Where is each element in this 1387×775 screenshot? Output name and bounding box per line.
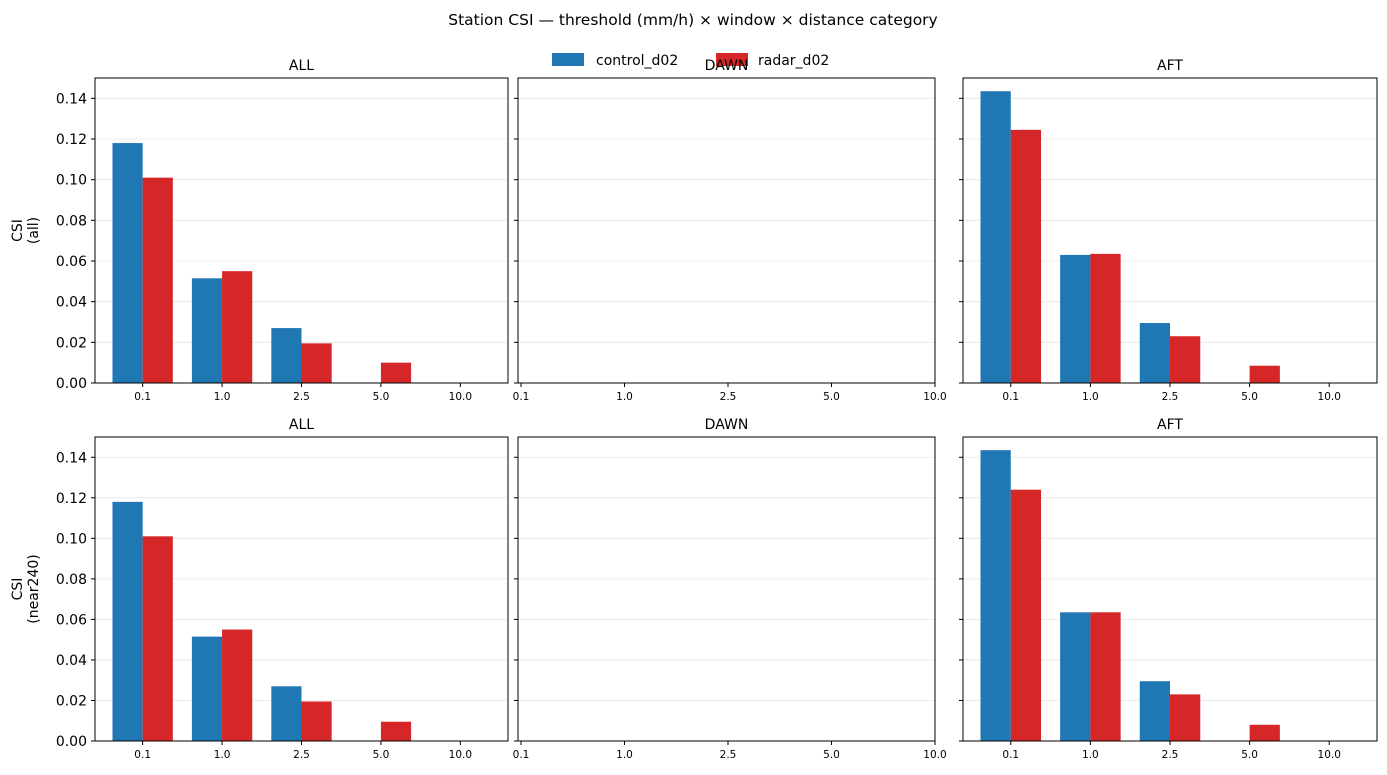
y-tick-label: 0.08 <box>56 213 87 229</box>
bar-radar_d02-2.5 <box>301 343 332 383</box>
y-tick-label: 0.00 <box>56 376 87 392</box>
bar-control_d02-2.5 <box>271 686 302 741</box>
bar-control_d02-1.0 <box>1060 254 1091 383</box>
bar-radar_d02-2.5 <box>301 701 332 741</box>
x-tick-label: 0.1 <box>513 749 530 761</box>
x-tick-label: 1.0 <box>1082 391 1099 403</box>
x-tick-label: 0.1 <box>134 391 151 403</box>
y-tick-label: 0.12 <box>56 132 87 148</box>
x-tick-label: 1.0 <box>214 749 231 761</box>
x-tick-label: 2.5 <box>293 391 310 403</box>
y-tick-label: 0.14 <box>56 91 87 107</box>
x-tick-label: 10.0 <box>923 391 946 403</box>
subplot-title: ALL <box>289 58 314 74</box>
legend: control_d02 radar_d02 <box>552 53 829 69</box>
x-tick-label: 5.0 <box>373 749 390 761</box>
y-tick-label: 0.02 <box>56 693 87 709</box>
legend-label-radar_d02: radar_d02 <box>758 53 829 69</box>
y-tick-label: 0.06 <box>56 612 87 628</box>
bar-control_d02-2.5 <box>271 328 302 383</box>
x-tick-label: 2.5 <box>720 749 737 761</box>
bar-control_d02-1.0 <box>191 636 223 741</box>
legend-label-control_d02: control_d02 <box>596 53 678 69</box>
bar-control_d02-1.0 <box>1060 612 1091 741</box>
y-tick-label: 0.04 <box>56 653 87 669</box>
y-tick-label: 0.04 <box>56 295 87 311</box>
bar-control_d02-1.0 <box>191 278 223 383</box>
x-tick-label: 5.0 <box>823 391 840 403</box>
x-tick-label: 0.1 <box>1002 749 1019 761</box>
legend-swatch-radar_d02 <box>716 53 748 66</box>
subplot-title: ALL <box>289 417 314 433</box>
bar-radar_d02-1.0 <box>222 271 253 383</box>
bar-radar_d02-0.1 <box>1010 489 1042 741</box>
subplot-1-3: 0.1 1.0 2.5 5.0 10.0 AFT <box>959 58 1378 403</box>
x-tick-label: 2.5 <box>720 391 737 403</box>
bar-control_d02-0.1 <box>980 91 1011 383</box>
bar-control_d02-0.1 <box>112 143 143 383</box>
x-tick-label: 2.5 <box>293 749 310 761</box>
x-tick-label: 1.0 <box>616 749 633 761</box>
subplot-title: DAWN <box>705 417 749 433</box>
x-tick-label: 1.0 <box>1082 749 1099 761</box>
bar-control_d02-2.5 <box>1139 323 1170 383</box>
x-tick-label: 10.0 <box>449 391 472 403</box>
x-tick-label: 5.0 <box>373 391 390 403</box>
y-tick-label: 0.14 <box>56 450 87 466</box>
x-tick-label: 10.0 <box>1318 749 1341 761</box>
subplot-title: AFT <box>1157 417 1183 433</box>
bar-radar_d02-5.0 <box>380 721 412 741</box>
y-tick-label: 0.10 <box>56 531 87 547</box>
bar-radar_d02-5.0 <box>1249 365 1280 383</box>
y-tick-label: 0.12 <box>56 491 87 507</box>
x-tick-label: 0.1 <box>134 749 151 761</box>
axes-frame <box>517 77 936 384</box>
bar-radar_d02-1.0 <box>1090 612 1121 741</box>
bar-control_d02-0.1 <box>980 450 1011 741</box>
axes-frame <box>517 436 936 742</box>
bar-radar_d02-0.1 <box>142 536 173 741</box>
subplot-title: DAWN <box>705 58 749 74</box>
x-tick-label: 10.0 <box>1318 391 1341 403</box>
bar-control_d02-2.5 <box>1139 681 1170 741</box>
y-axis-label: CSI(all) <box>10 217 42 244</box>
bar-radar_d02-2.5 <box>1170 336 1201 383</box>
x-tick-label: 10.0 <box>449 749 472 761</box>
y-tick-label: 0.06 <box>56 254 87 270</box>
x-tick-label: 5.0 <box>823 749 840 761</box>
subplot-2-2: 0.1 1.0 2.5 5.0 10.0 DAWN <box>513 417 947 761</box>
subplot-2-3: 0.1 1.0 2.5 5.0 10.0 AFT <box>959 417 1378 761</box>
legend-swatch-control_d02 <box>552 53 584 66</box>
figure-suptitle: Station CSI — threshold (mm/h) × window … <box>448 11 937 29</box>
bar-radar_d02-1.0 <box>222 629 253 741</box>
bar-control_d02-0.1 <box>112 501 143 741</box>
subplot-title: AFT <box>1157 58 1183 74</box>
x-tick-label: 2.5 <box>1162 749 1179 761</box>
y-tick-label: 0.02 <box>56 335 87 351</box>
bar-radar_d02-5.0 <box>1249 724 1280 741</box>
x-tick-label: 5.0 <box>1241 391 1258 403</box>
bar-radar_d02-0.1 <box>1010 129 1042 383</box>
x-tick-label: 1.0 <box>616 391 633 403</box>
x-tick-label: 2.5 <box>1162 391 1179 403</box>
bar-radar_d02-1.0 <box>1090 253 1121 383</box>
subplot-1-2: 0.1 1.0 2.5 5.0 10.0 DAWN <box>513 58 947 403</box>
x-tick-label: 1.0 <box>214 391 231 403</box>
y-tick-label: 0.08 <box>56 572 87 588</box>
y-axis-label: CSI(near240) <box>10 554 42 623</box>
x-tick-label: 5.0 <box>1241 749 1258 761</box>
bar-radar_d02-0.1 <box>142 177 173 383</box>
subplot-2-1: 0.00 0.02 0.04 0.06 0.08 0.10 0.12 0.14 0.1 1.0 2.… <box>10 417 509 761</box>
bar-radar_d02-2.5 <box>1170 694 1201 741</box>
x-tick-label: 10.0 <box>923 749 946 761</box>
bar-radar_d02-5.0 <box>380 362 412 383</box>
y-tick-label: 0.10 <box>56 173 87 189</box>
subplot-1-1: 0.00 0.02 0.04 0.06 0.08 0.10 0.12 0.14 0.1 1.0 2.… <box>10 58 509 403</box>
x-tick-label: 0.1 <box>1002 391 1019 403</box>
subplot-grid: 0.00 0.02 0.04 0.06 0.08 0.10 0.12 0.14 0.1 1.0 2.… <box>10 58 1378 761</box>
x-tick-label: 0.1 <box>513 391 530 403</box>
y-tick-label: 0.00 <box>56 734 87 750</box>
